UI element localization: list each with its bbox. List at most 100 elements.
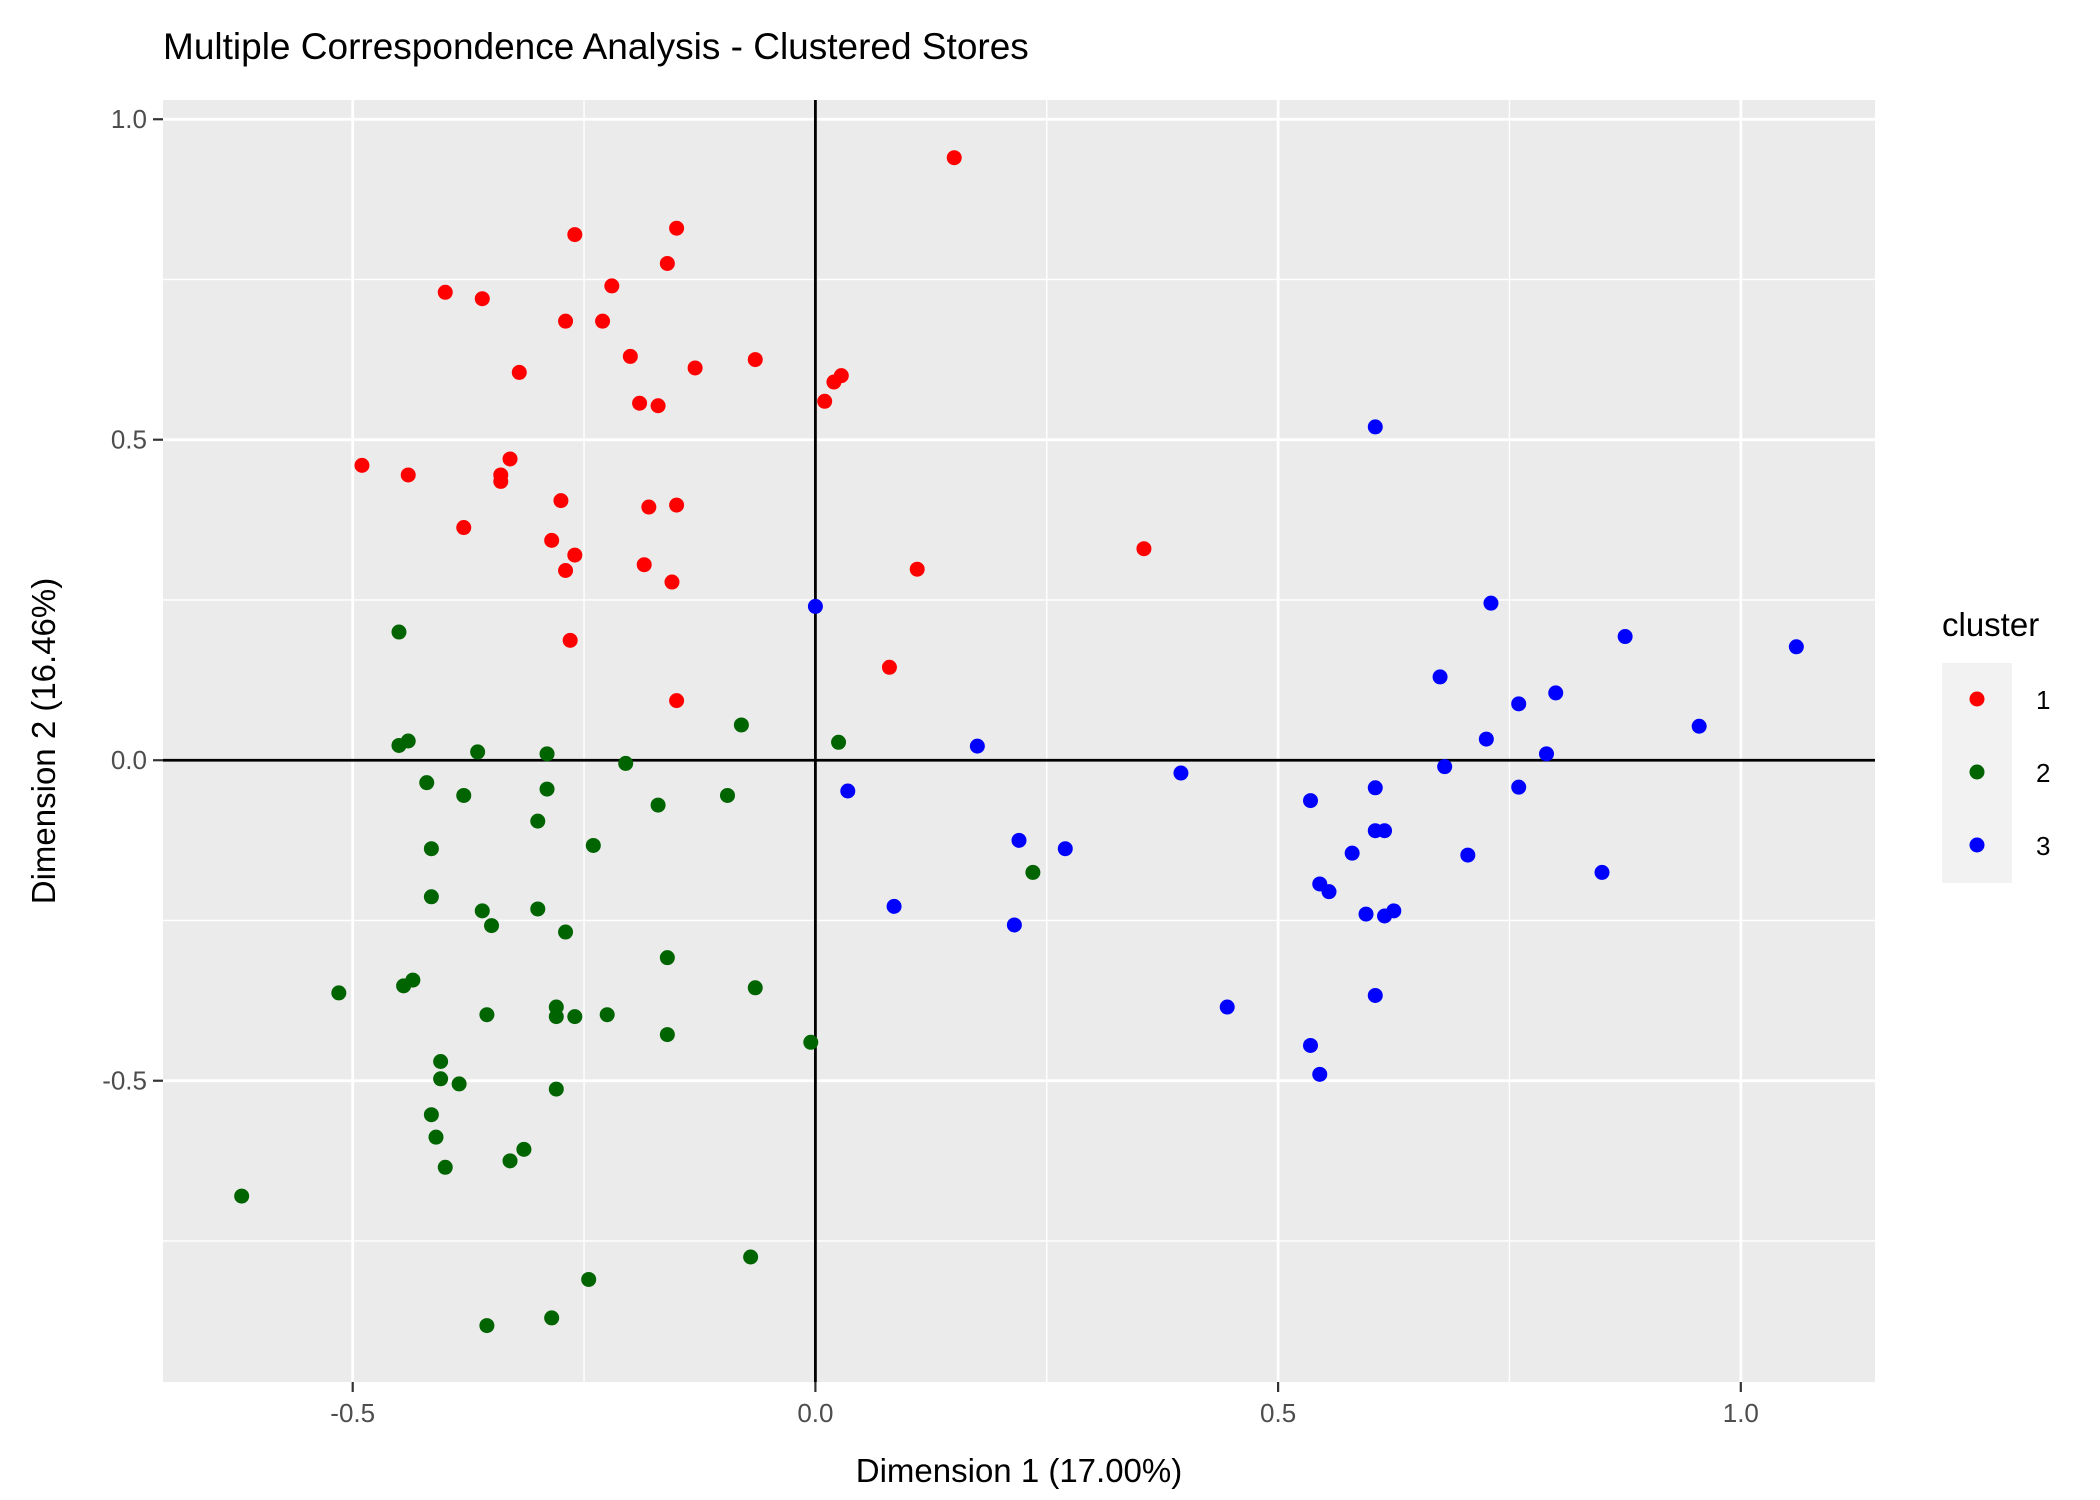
point-cluster-1-5 xyxy=(604,278,620,294)
point-cluster-2-0 xyxy=(391,624,407,640)
point-cluster-3-10 xyxy=(969,738,985,754)
point-cluster-2-44 xyxy=(743,1249,759,1265)
point-cluster-3-3 xyxy=(1788,639,1804,655)
point-cluster-3-2 xyxy=(807,598,823,614)
point-cluster-1-8 xyxy=(595,313,611,329)
point-cluster-1-18 xyxy=(354,457,370,473)
point-cluster-1-9 xyxy=(622,348,638,364)
x-axis-title: Dimension 1 (17.00%) xyxy=(856,1452,1183,1489)
point-cluster-2-15 xyxy=(585,837,601,853)
point-cluster-1-31 xyxy=(664,574,680,590)
point-cluster-2-10 xyxy=(539,781,555,797)
point-cluster-2-32 xyxy=(659,1027,675,1043)
point-cluster-1-1 xyxy=(669,220,685,236)
point-cluster-2-20 xyxy=(558,924,574,940)
point-cluster-3-7 xyxy=(1511,696,1527,712)
point-cluster-2-31 xyxy=(479,1007,495,1023)
point-cluster-2-41 xyxy=(502,1153,518,1169)
point-cluster-1-12 xyxy=(511,364,527,380)
point-cluster-1-22 xyxy=(493,473,509,489)
point-cluster-2-6 xyxy=(831,734,847,750)
point-cluster-2-39 xyxy=(428,1129,444,1145)
point-cluster-3-4 xyxy=(1617,629,1633,645)
point-cluster-3-27 xyxy=(1358,906,1374,922)
chart-title: Multiple Correspondence Analysis - Clust… xyxy=(163,26,1029,67)
point-cluster-2-7 xyxy=(618,755,634,771)
point-cluster-3-23 xyxy=(1460,847,1476,863)
point-cluster-2-14 xyxy=(423,841,439,857)
point-cluster-3-22 xyxy=(1344,845,1360,861)
point-cluster-2-11 xyxy=(650,797,666,813)
y-axis-title: Dimension 2 (16.46%) xyxy=(25,578,62,905)
point-cluster-3-15 xyxy=(1367,780,1383,796)
point-cluster-2-46 xyxy=(544,1310,560,1326)
point-cluster-3-8 xyxy=(1691,718,1707,734)
point-cluster-2-35 xyxy=(433,1071,449,1087)
point-cluster-2-38 xyxy=(423,1107,439,1123)
point-cluster-1-0 xyxy=(946,150,962,166)
point-cluster-2-19 xyxy=(484,918,500,934)
legend-key-1 xyxy=(1969,691,1985,707)
point-cluster-1-16 xyxy=(632,395,648,411)
point-cluster-2-5 xyxy=(539,746,555,762)
point-cluster-1-15 xyxy=(817,393,833,409)
point-cluster-3-11 xyxy=(1538,746,1554,762)
point-cluster-2-29 xyxy=(567,1009,583,1025)
point-cluster-2-21 xyxy=(1025,864,1041,880)
legend: cluster 1 2 3 xyxy=(1942,606,2050,883)
y-tick-label-0: -0.5 xyxy=(102,1066,147,1096)
x-tick-label-1: 0.0 xyxy=(797,1398,833,1428)
point-cluster-1-14 xyxy=(826,374,842,390)
point-cluster-2-34 xyxy=(433,1054,449,1069)
y-tick-label-1: 0.0 xyxy=(111,745,147,775)
point-cluster-1-27 xyxy=(544,532,560,548)
point-cluster-2-47 xyxy=(479,1318,495,1334)
point-cluster-3-12 xyxy=(1437,759,1453,775)
legend-label-2: 2 xyxy=(2036,758,2050,788)
point-cluster-3-24 xyxy=(1594,864,1610,880)
point-cluster-1-3 xyxy=(659,255,675,271)
point-cluster-1-24 xyxy=(641,499,657,515)
point-cluster-1-7 xyxy=(558,313,574,329)
point-cluster-2-8 xyxy=(419,775,435,791)
plot-panel xyxy=(163,100,1875,1382)
point-cluster-1-36 xyxy=(669,693,685,709)
point-cluster-2-16 xyxy=(423,889,439,905)
point-cluster-2-28 xyxy=(548,1009,564,1025)
point-cluster-2-33 xyxy=(803,1034,819,1050)
point-cluster-2-26 xyxy=(331,985,347,1001)
point-cluster-3-26 xyxy=(1321,884,1337,900)
point-cluster-1-30 xyxy=(558,562,574,578)
point-cluster-3-31 xyxy=(1006,917,1022,933)
point-cluster-1-29 xyxy=(636,557,652,573)
point-cluster-3-0 xyxy=(1367,419,1383,435)
point-cluster-2-24 xyxy=(396,978,412,994)
point-cluster-3-34 xyxy=(1303,1037,1319,1053)
point-cluster-1-33 xyxy=(1136,541,1152,557)
point-cluster-3-20 xyxy=(1011,832,1027,848)
reference-lines xyxy=(163,100,1875,1382)
point-cluster-1-11 xyxy=(687,360,703,376)
point-cluster-2-13 xyxy=(530,813,546,829)
point-cluster-1-20 xyxy=(502,451,518,467)
point-cluster-2-3 xyxy=(400,733,416,749)
point-cluster-3-19 xyxy=(1377,823,1393,839)
point-cluster-1-19 xyxy=(400,467,416,483)
point-cluster-1-35 xyxy=(881,659,897,675)
point-cluster-2-45 xyxy=(581,1271,597,1287)
point-cluster-1-2 xyxy=(567,227,583,243)
point-cluster-2-17 xyxy=(474,903,490,919)
point-cluster-3-5 xyxy=(1432,669,1448,685)
point-cluster-2-40 xyxy=(516,1141,532,1157)
data-points xyxy=(234,150,1804,1334)
point-cluster-2-1 xyxy=(733,717,749,733)
point-cluster-1-26 xyxy=(456,520,472,536)
point-cluster-1-6 xyxy=(474,291,490,307)
point-cluster-2-36 xyxy=(451,1076,467,1092)
point-cluster-2-22 xyxy=(659,950,675,966)
point-cluster-3-6 xyxy=(1548,685,1564,701)
y-tick-label-2: 0.5 xyxy=(111,425,147,455)
point-cluster-3-21 xyxy=(1057,841,1073,857)
point-cluster-3-14 xyxy=(840,783,856,799)
